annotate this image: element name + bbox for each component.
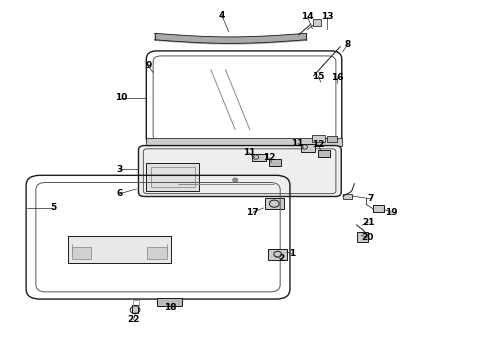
Text: 9: 9 (145, 62, 151, 71)
FancyBboxPatch shape (139, 145, 341, 197)
Text: 11: 11 (243, 148, 255, 157)
Text: 20: 20 (361, 233, 373, 242)
Text: 8: 8 (344, 40, 351, 49)
Bar (68, 236, 171, 263)
Bar (133, 301, 139, 306)
Text: 12: 12 (312, 140, 324, 149)
Bar (72, 247, 91, 259)
Circle shape (233, 178, 238, 182)
Bar (313, 135, 325, 142)
Text: 3: 3 (117, 165, 123, 174)
Text: 7: 7 (367, 194, 373, 203)
Text: 12: 12 (263, 153, 276, 162)
Text: 5: 5 (50, 203, 56, 212)
Bar (265, 198, 284, 210)
Bar (252, 154, 266, 161)
Text: 19: 19 (385, 208, 398, 217)
Bar (147, 163, 199, 192)
Text: 18: 18 (165, 303, 177, 312)
Bar (147, 138, 342, 146)
Bar (147, 247, 167, 259)
Bar (157, 298, 182, 306)
Bar (151, 167, 195, 187)
Bar (343, 194, 351, 199)
Text: 13: 13 (321, 12, 333, 21)
Text: 6: 6 (117, 189, 123, 198)
Text: 14: 14 (301, 12, 314, 21)
Bar (357, 231, 368, 242)
Bar (318, 149, 330, 157)
Text: 15: 15 (312, 72, 324, 81)
Bar (373, 205, 384, 212)
Text: 17: 17 (246, 208, 259, 217)
Bar (301, 144, 315, 152)
Text: 21: 21 (362, 218, 374, 227)
Text: 16: 16 (331, 73, 343, 82)
Text: 11: 11 (292, 139, 304, 148)
Text: 1: 1 (289, 249, 295, 258)
Text: 22: 22 (127, 315, 140, 324)
Text: 10: 10 (115, 93, 127, 102)
Text: 4: 4 (219, 10, 225, 19)
Text: 2: 2 (278, 255, 284, 264)
Bar (314, 19, 321, 26)
Bar (270, 159, 281, 166)
Bar (269, 249, 287, 260)
Bar (327, 136, 337, 142)
Bar (132, 305, 139, 313)
